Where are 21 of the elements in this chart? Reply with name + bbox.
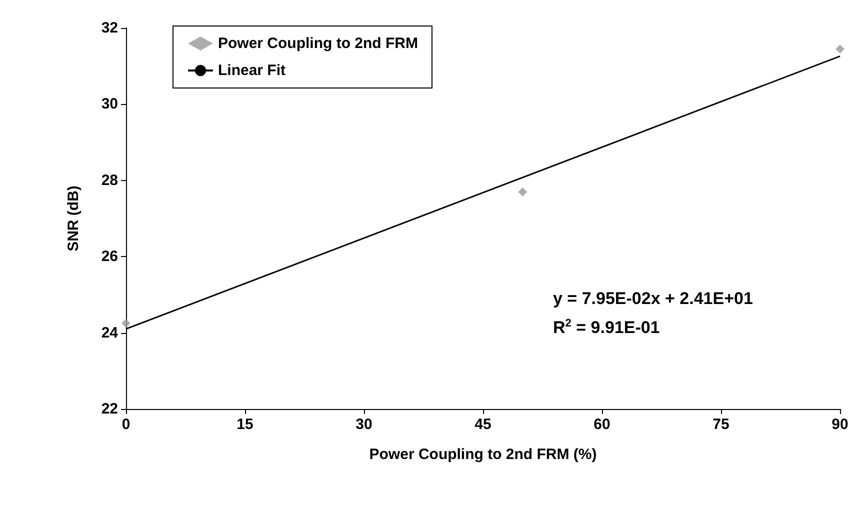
legend-label: Linear Fit — [218, 62, 286, 79]
y-tick-label: 28 — [101, 172, 118, 189]
point — [518, 187, 528, 196]
x-axis-title: Power Coupling to 2nd FRM (%) — [369, 446, 597, 463]
x-tick-label: 0 — [122, 416, 130, 433]
y-tick-label: 24 — [101, 324, 119, 342]
y-tick-label: 32 — [101, 20, 118, 36]
point — [836, 44, 844, 54]
y-axis-title: SNR (dB) — [65, 186, 82, 252]
x-tick-label: 90 — [832, 416, 848, 433]
point — [122, 318, 130, 328]
x-tick-label: 30 — [356, 416, 372, 433]
x-tick-label: 60 — [594, 416, 610, 433]
x-tick-label: 15 — [236, 416, 254, 433]
legend-label: Power Coupling to 2nd FRM — [218, 35, 418, 52]
y-tick-label: 26 — [101, 248, 118, 266]
x-tick-label: 45 — [474, 416, 492, 433]
y-tick-label: 30 — [101, 96, 118, 113]
annotation: y = 7.95E-02x + 2.41E+01 — [553, 289, 753, 308]
y-tick-label: 22 — [101, 400, 118, 418]
x-tick-label: 75 — [712, 416, 730, 433]
